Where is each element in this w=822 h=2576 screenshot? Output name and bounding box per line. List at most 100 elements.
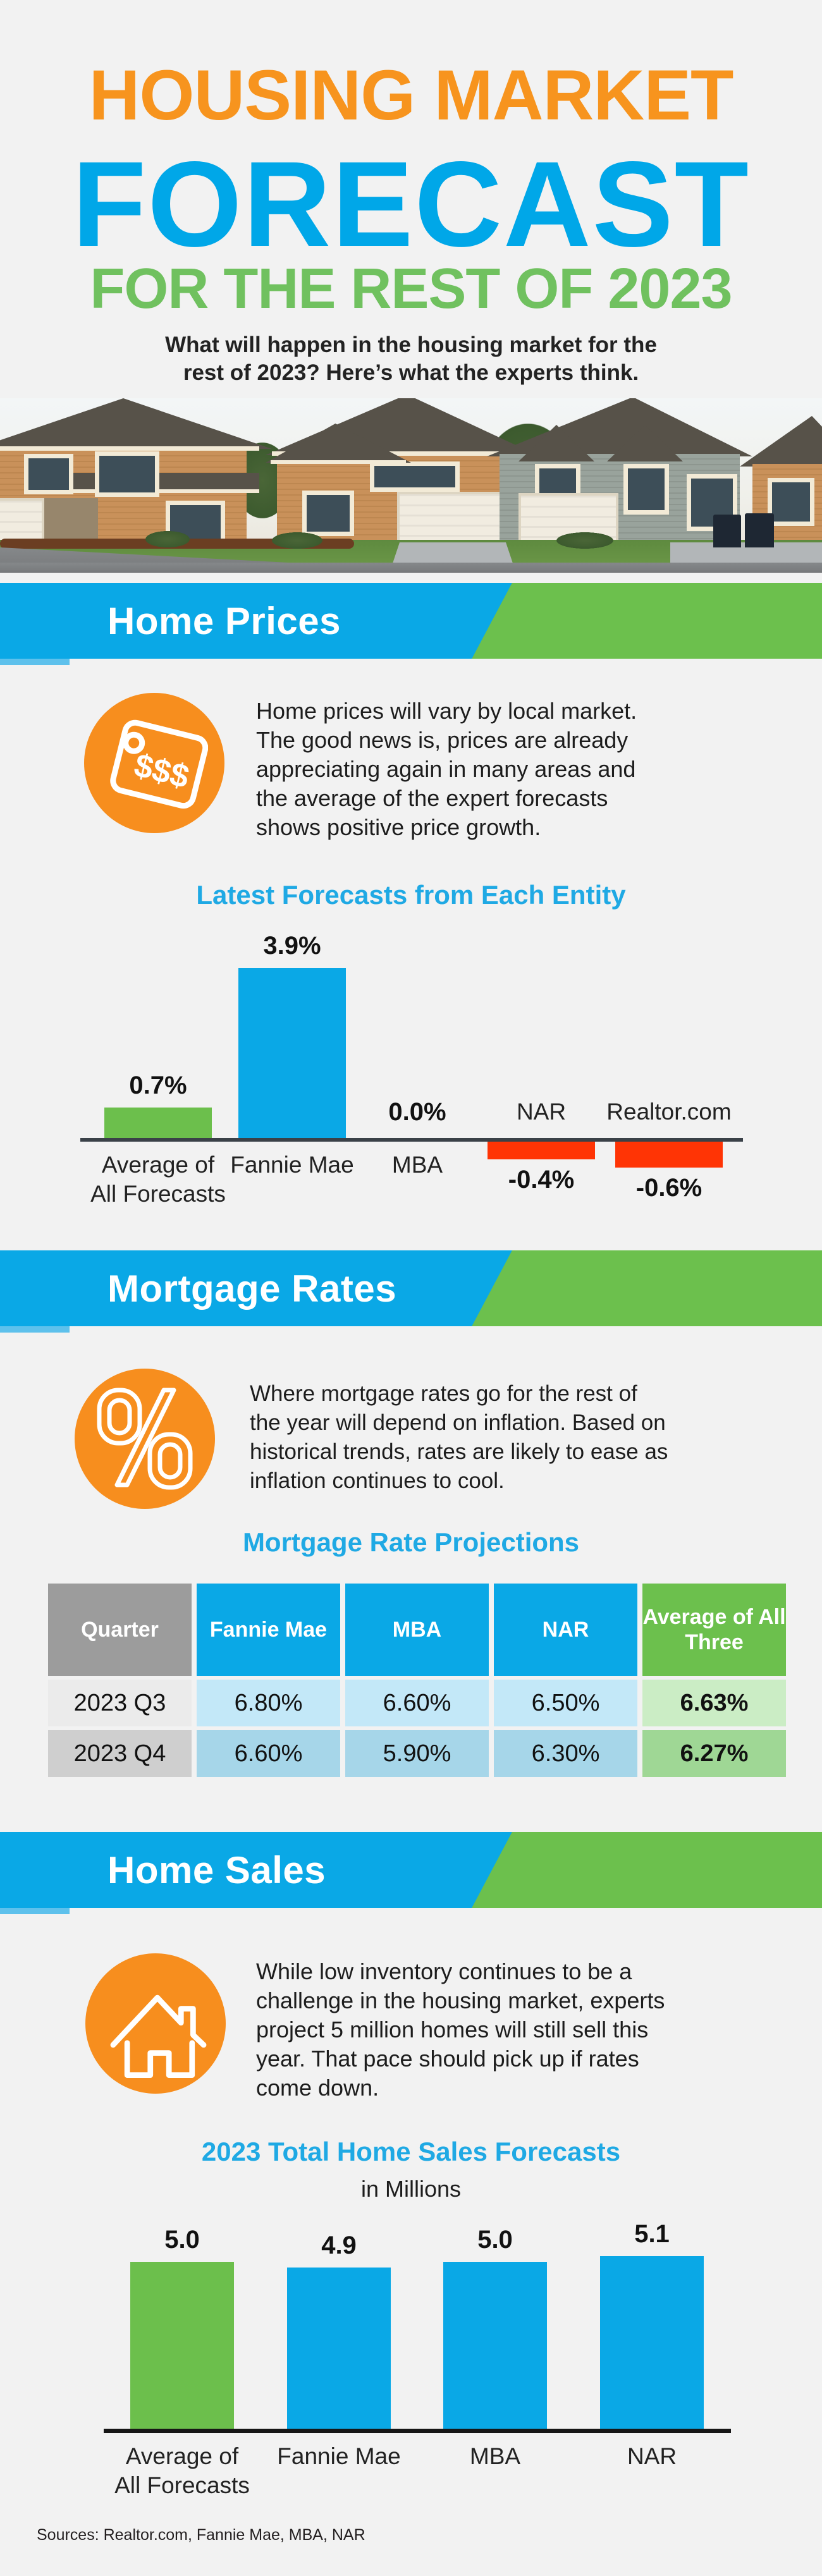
mortgage-rates-paragraph: Where mortgage rates go for the rest of … (250, 1381, 668, 1493)
banner-label: Home Prices (107, 599, 341, 642)
bar-category-label: Average of All Forecasts (114, 2443, 250, 2498)
banner-blue-shape (0, 1832, 512, 1908)
table-cell: 6.50% (494, 1680, 637, 1726)
home-sales-paragraph: While low inventory continues to be a ch… (256, 1958, 665, 2101)
table-cell: 6.80% (197, 1680, 340, 1726)
house-icon (85, 1953, 226, 2094)
photo-shape (397, 492, 508, 547)
photo-shape (0, 446, 259, 451)
table-cell: 6.30% (494, 1730, 637, 1777)
table-title: Mortgage Rate Projections (242, 1527, 580, 1557)
chart-bar (104, 1108, 212, 1138)
banner-blue-shape (0, 583, 512, 659)
trash-bin (745, 513, 774, 547)
percent-icon (75, 1369, 215, 1509)
banner-label: Home Sales (107, 1848, 326, 1891)
chart-axis (104, 2429, 731, 2433)
bar-category-label: MBA (469, 2443, 521, 2469)
table-cell: 6.60% (345, 1680, 489, 1726)
bar-category-label: Fannie Mae (277, 2443, 401, 2469)
photo-shape (623, 464, 669, 515)
chart-bar (600, 2256, 704, 2429)
bar-category-label: NAR (627, 2443, 677, 2469)
photo-shape (95, 451, 159, 497)
bar-value-label: 3.9% (263, 932, 321, 960)
houses-photo (0, 398, 822, 573)
bar-value-label: 5.1 (634, 2220, 670, 2248)
chart-bar (287, 2268, 391, 2429)
subtitle: What will happen in the housing market f… (165, 333, 657, 385)
table-row: 2023 Q4 6.60% 5.90% 6.30% 6.27% (48, 1730, 786, 1777)
price-tag-icon: $$$ (84, 693, 224, 833)
table-cell: 6.63% (642, 1680, 786, 1726)
bar-category-label: Average of All Forecasts (90, 1152, 226, 1207)
table-header-cell: NAR (494, 1584, 637, 1676)
section-banner-mortgage-rates: Mortgage Rates (0, 1250, 822, 1333)
bar-category-label: Fannie Mae (230, 1152, 354, 1178)
mortgage-rate-table: Quarter Fannie Mae MBA NAR Average of All Th… (48, 1584, 786, 1781)
chart-bar (238, 968, 346, 1138)
photo-shape (272, 532, 322, 549)
banner-blue-shape (0, 1250, 512, 1326)
house-glyph (110, 1994, 206, 2078)
table-row: 2023 Q3 6.80% 6.60% 6.50% 6.63% (48, 1680, 786, 1726)
chart-bar (488, 1142, 595, 1159)
title-line-housing-market: HOUSING MARKET (89, 56, 734, 135)
bar-value-label: 5.0 (164, 2226, 200, 2254)
bar-category-label: Realtor.com (606, 1099, 732, 1125)
home-sales-forecast-chart: 5.0 Average of All Forecasts 4.9 Fannie Mae… (0, 2182, 822, 2511)
photo-shape (24, 454, 73, 494)
table-header-cell: MBA (345, 1584, 489, 1676)
photo-shape (370, 461, 460, 492)
photo-shape (302, 491, 354, 536)
banner-stub (0, 1326, 70, 1333)
photo-shape (0, 398, 272, 449)
chart2-subtitle: in Millions (360, 2176, 462, 2202)
bar-value-label: 0.7% (129, 1071, 187, 1099)
photo-shape (35, 498, 98, 544)
table-cell: 6.27% (642, 1730, 786, 1777)
photo-shape (70, 489, 259, 493)
table-header-cell: Fannie Mae (197, 1584, 340, 1676)
photo-shape (768, 478, 814, 526)
trash-bin (713, 515, 741, 547)
banner-stub (0, 1908, 70, 1914)
chart2-title: 2023 Total Home Sales Forecasts (201, 2137, 621, 2166)
bar-category-label: NAR (516, 1099, 567, 1125)
chart-bar (443, 2262, 547, 2429)
section-banner-home-prices: Home Prices (0, 583, 822, 665)
bar-value-label: 4.9 (321, 2231, 357, 2259)
title-line-forecast: FORECAST (72, 136, 750, 272)
bar-value-label: 5.0 (477, 2226, 513, 2254)
bar-value-label: 0.0% (388, 1098, 446, 1126)
svg-text:$$$: $$$ (130, 747, 192, 796)
chart-axis (80, 1138, 743, 1142)
table-header-cell: Average of All Three (642, 1584, 786, 1676)
table-cell: 6.60% (197, 1730, 340, 1777)
chart1-title: Latest Forecasts from Each Entity (196, 880, 626, 910)
percent-glyph (97, 1388, 193, 1490)
bar-value-label: -0.4% (508, 1166, 575, 1193)
photo-shape (145, 531, 190, 547)
section-banner-home-sales: Home Sales (0, 1832, 822, 1914)
photo-shape (556, 532, 613, 549)
photo-shape (271, 460, 406, 464)
home-price-forecast-chart: 0.7% Average of All Forecasts 3.9% Fannie M… (0, 929, 822, 1207)
photo-shape (272, 451, 531, 456)
title-line-rest-of-2023: FOR THE REST OF 2023 (90, 257, 732, 320)
home-prices-paragraph: Home prices will vary by local market. T… (256, 698, 637, 840)
sources-note: Sources: Realtor.com, Fannie Mae, MBA, N… (37, 2526, 365, 2544)
table-cell: 2023 Q3 (48, 1680, 192, 1726)
bar-category-label: MBA (391, 1152, 443, 1178)
table-cell: 5.90% (345, 1730, 489, 1777)
price-tag-glyph: $$$ (110, 719, 208, 809)
bar-value-label: -0.6% (635, 1174, 702, 1202)
chart-bar (615, 1142, 723, 1168)
chart-bar (130, 2262, 234, 2429)
banner-label: Mortgage Rates (107, 1267, 397, 1310)
photo-shape (740, 416, 822, 467)
table-cell: 2023 Q4 (48, 1730, 192, 1777)
banner-stub (0, 659, 70, 665)
table-header-cell: Quarter (48, 1584, 192, 1676)
